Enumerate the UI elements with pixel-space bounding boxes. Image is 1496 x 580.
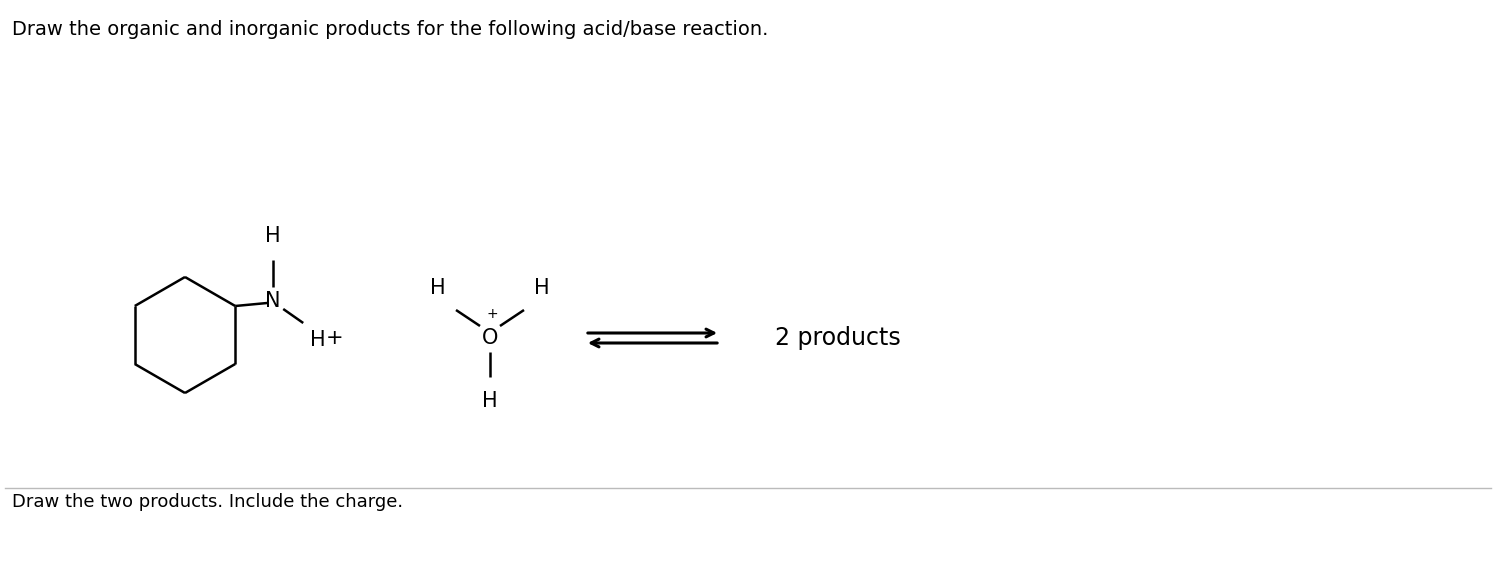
Text: N: N bbox=[265, 291, 281, 311]
Text: Draw the organic and inorganic products for the following acid/base reaction.: Draw the organic and inorganic products … bbox=[12, 20, 769, 39]
Text: H: H bbox=[310, 330, 326, 350]
Text: H: H bbox=[431, 278, 446, 298]
Text: H: H bbox=[265, 226, 281, 246]
Text: +: + bbox=[486, 307, 498, 321]
Text: O: O bbox=[482, 328, 498, 348]
Text: Draw the two products. Include the charge.: Draw the two products. Include the charg… bbox=[12, 493, 402, 511]
Text: H: H bbox=[482, 391, 498, 411]
Text: 2 products: 2 products bbox=[775, 326, 901, 350]
Text: +: + bbox=[326, 328, 344, 348]
Text: H: H bbox=[534, 278, 551, 298]
